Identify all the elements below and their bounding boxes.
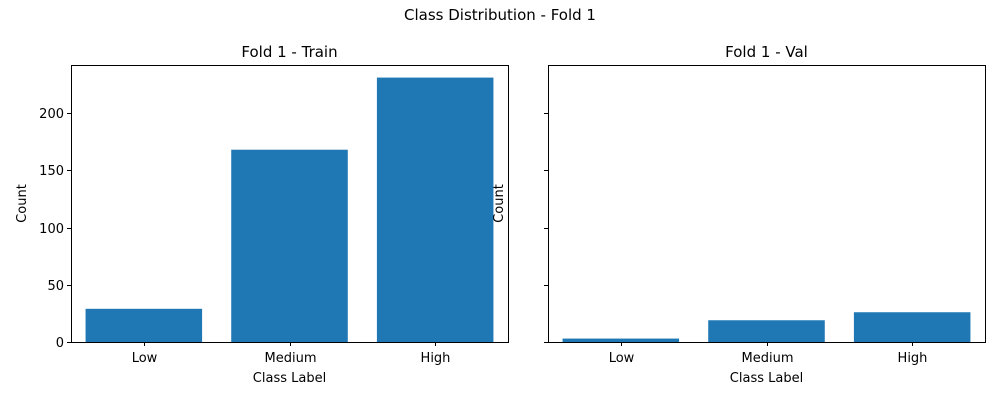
y-tick-label: 100 (39, 222, 64, 237)
bar-low (562, 338, 680, 342)
y-tick-label: 50 (47, 279, 64, 294)
bar-high (376, 77, 494, 342)
chart-title: Fold 1 - Val (725, 43, 808, 61)
y-axis-label: Count (492, 184, 507, 223)
x-tick-label: Low (132, 351, 158, 366)
x-tick-label: Medium (742, 351, 794, 366)
x-axis-label: Class Label (253, 371, 326, 386)
x-tick-label: High (898, 351, 928, 366)
bar-medium (708, 320, 825, 342)
y-axis-label: Count (15, 184, 30, 223)
y-tick-label: 200 (39, 107, 64, 122)
plot-frame (548, 65, 986, 343)
x-tick-label: High (421, 351, 451, 366)
y-tick-label: 0 (56, 336, 64, 351)
x-tick-label: Medium (265, 351, 317, 366)
bar-high (853, 312, 971, 342)
bar-low (85, 308, 203, 342)
figure-title: Class Distribution - Fold 1 (404, 6, 596, 24)
x-tick-label: Low (609, 351, 635, 366)
x-axis-label: Class Label (730, 371, 803, 386)
y-tick-label: 150 (39, 164, 64, 179)
chart-val: Low Medium High Fold 1 - Val Class Label Coun… (492, 43, 986, 386)
bar-medium (231, 149, 348, 342)
chart-title: Fold 1 - Train (241, 43, 337, 61)
chart-train: 0 50 100 150 200 Low Medium High Fold 1 - Train C… (15, 43, 509, 386)
